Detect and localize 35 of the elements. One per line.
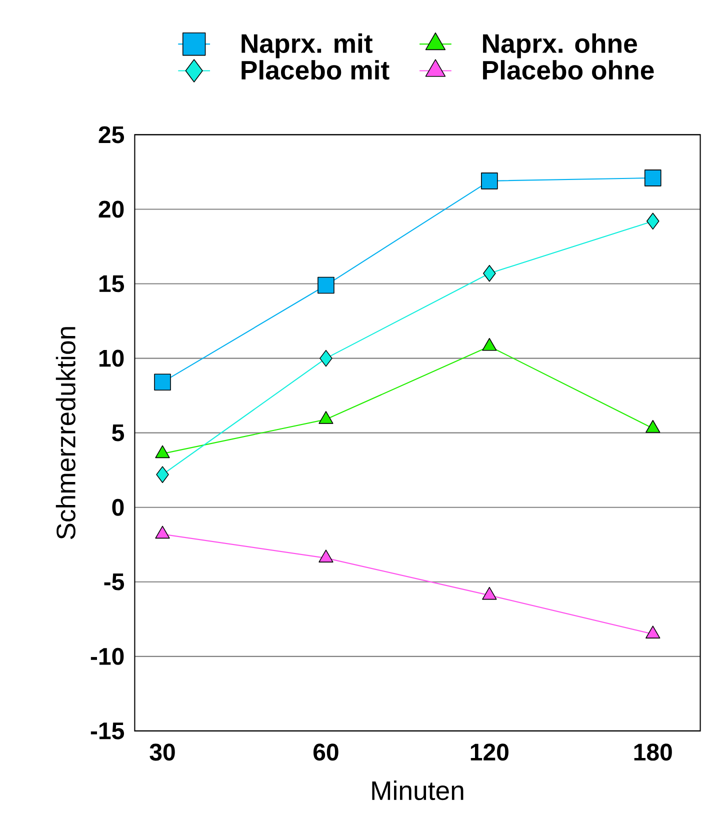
point xyxy=(482,338,497,351)
point xyxy=(646,212,660,230)
point xyxy=(318,411,334,424)
point xyxy=(480,172,498,190)
legend-label: Naprx. ohne xyxy=(482,33,637,58)
point xyxy=(154,374,171,391)
y-tick-label: 5 xyxy=(112,424,124,442)
y-tick-label: -15 xyxy=(90,722,124,740)
point xyxy=(317,276,334,294)
x-tick-label: 120 xyxy=(470,744,508,761)
x-axis-title: Minuten xyxy=(372,780,464,800)
point xyxy=(645,420,660,433)
y-tick-label: 15 xyxy=(99,275,124,292)
y-tick-label: -5 xyxy=(104,574,124,590)
x-tick-label: 30 xyxy=(150,744,175,761)
y-tick-label: 25 xyxy=(98,126,124,144)
y-tick-label: 10 xyxy=(99,350,124,367)
point xyxy=(482,264,496,282)
x-tick-label: 60 xyxy=(313,744,338,761)
y-tick-label: -10 xyxy=(90,648,124,665)
point xyxy=(645,626,660,638)
point xyxy=(318,550,334,562)
legend-label: Placebo mit xyxy=(242,60,390,80)
point xyxy=(156,466,169,483)
point xyxy=(155,445,170,458)
y-tick-label: 0 xyxy=(112,498,124,516)
x-tick-label: 180 xyxy=(634,744,672,761)
point xyxy=(319,350,332,367)
y-tick-label: 20 xyxy=(98,200,124,218)
point xyxy=(482,586,497,600)
legend-label: Naprx. mit xyxy=(242,33,372,58)
point xyxy=(155,526,170,539)
y-axis-title: Schmerzreduktion xyxy=(56,327,76,540)
point xyxy=(644,170,662,186)
legend-label: Placebo ohne xyxy=(482,60,654,80)
